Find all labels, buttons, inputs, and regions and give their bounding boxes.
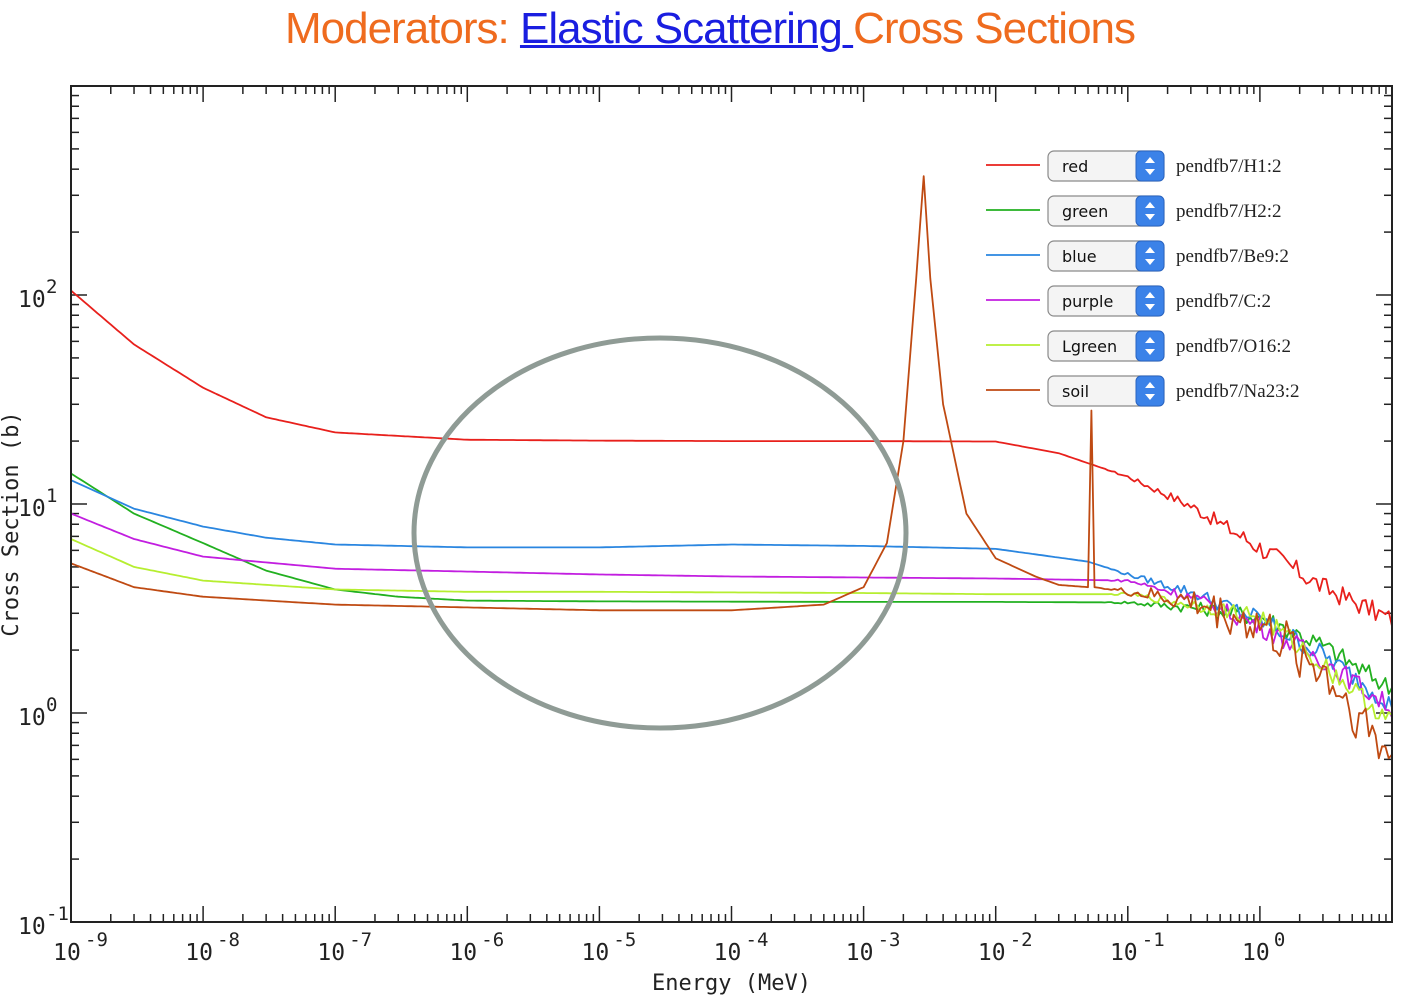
series-line-soil [70, 175, 1393, 760]
updown-arrow-icon [1145, 337, 1155, 355]
y-tick-base: 10 [18, 287, 46, 313]
series-line-green [70, 472, 1393, 695]
highlight-ellipse [411, 335, 909, 731]
legend-label: pendfb7/Be9:2 [1176, 246, 1289, 267]
x-tick-exponent: -4 [746, 929, 769, 951]
legend-item: green pendfb7/H2:2 [986, 195, 1282, 227]
x-tick-label: 10 -8 [185, 929, 240, 966]
color-select[interactable]: red [1047, 150, 1165, 182]
x-tick-label: 10 -6 [449, 929, 504, 966]
y-tick-base: 10 [18, 496, 46, 522]
updown-arrow-icon [1145, 202, 1155, 220]
title-part-moderators: Moderators: [284, 4, 520, 53]
x-tick-base: 10 [1242, 940, 1270, 966]
color-select-value: red [1062, 157, 1088, 176]
x-tick-label: 10 -7 [317, 929, 372, 966]
x-tick-exponent: -9 [85, 929, 108, 951]
x-tick-base: 10 [582, 940, 610, 966]
y-tick-exponent: 2 [46, 276, 57, 298]
x-tick-exponent: -1 [1142, 929, 1165, 951]
legend-item: Lgreen pendfb7/O16:2 [986, 330, 1291, 362]
updown-arrow-icon [1145, 382, 1155, 400]
color-select[interactable]: soil [1047, 375, 1165, 407]
legend-label: pendfb7/H1:2 [1176, 156, 1282, 177]
x-tick-base: 10 [978, 940, 1006, 966]
legend-label: pendfb7/C:2 [1176, 291, 1271, 312]
color-select-value: Lgreen [1062, 337, 1117, 356]
chart-title: Moderators: Elastic Scattering Cross Sec… [0, 4, 1420, 54]
y-tick-base: 10 [18, 914, 46, 940]
legend-item: blue pendfb7/Be9:2 [986, 240, 1289, 272]
x-tick-exponent: -5 [613, 929, 636, 951]
series-line-blue [70, 479, 1393, 711]
x-tick-base: 10 [317, 940, 345, 966]
updown-arrow-icon [1145, 247, 1155, 265]
legend-item: soil pendfb7/Na23:2 [986, 375, 1299, 407]
series-lines [70, 175, 1393, 760]
select-arrows-icon[interactable] [1135, 285, 1165, 317]
legend-item: red pendfb7/H1:2 [986, 150, 1282, 182]
series-line-red [70, 289, 1393, 627]
plot-frame [70, 85, 1393, 923]
updown-arrow-icon [1145, 292, 1155, 310]
legend-item: purple pendfb7/C:2 [986, 285, 1271, 317]
legend: red pendfb7/H1:2 green pendfb7/H2:2 blue pend… [986, 150, 1299, 407]
color-select-value: purple [1062, 292, 1113, 311]
y-tick-base: 10 [18, 705, 46, 731]
y-tick-exponent: -1 [46, 903, 69, 925]
x-tick-label: 10 -9 [53, 929, 108, 966]
y-axis-label: Cross Section (b) [0, 411, 24, 636]
select-arrows-icon[interactable] [1135, 330, 1165, 362]
x-tick-exponent: -7 [349, 929, 372, 951]
color-select[interactable]: blue [1047, 240, 1165, 272]
x-tick-exponent: 0 [1274, 929, 1285, 951]
x-tick-exponent: -8 [217, 929, 240, 951]
select-arrows-icon[interactable] [1135, 240, 1165, 272]
x-tick-label: 10 -2 [978, 929, 1033, 966]
y-tick-label: 10 0 [18, 694, 57, 731]
y-tick-label: 10 1 [18, 485, 57, 522]
y-tick-label: 10 -1 [18, 903, 69, 940]
x-tick-labels: 10 -9 10 -8 10 -7 10 -6 10 -5 10 -4 10 -3 10 -2 10 -1 10 0 [53, 929, 1285, 966]
series-line-purple [70, 512, 1393, 718]
color-select-value: blue [1062, 247, 1097, 266]
color-select[interactable]: green [1047, 195, 1165, 227]
x-tick-base: 10 [449, 940, 477, 966]
title-link-elastic-scattering[interactable]: Elastic Scattering [519, 4, 854, 53]
updown-arrow-icon [1145, 157, 1155, 175]
x-tick-label: 10 -3 [846, 929, 901, 966]
x-tick-exponent: -3 [878, 929, 901, 951]
x-tick-label: 10 -4 [714, 929, 769, 966]
x-tick-base: 10 [714, 940, 742, 966]
x-tick-label: 10 0 [1242, 929, 1285, 966]
x-tick-exponent: -2 [1010, 929, 1033, 951]
title-part-cross-sections: Cross Sections [853, 4, 1136, 53]
select-arrows-icon[interactable] [1135, 150, 1165, 182]
y-tick-exponent: 0 [46, 694, 57, 716]
select-arrows-icon[interactable] [1135, 375, 1165, 407]
color-select-value: green [1062, 202, 1108, 221]
x-axis-label: Energy (MeV) [652, 971, 811, 996]
select-arrows-icon[interactable] [1135, 195, 1165, 227]
legend-label: pendfb7/O16:2 [1176, 336, 1291, 357]
series-line-lgreen [70, 538, 1393, 721]
x-tick-label: 10 -5 [582, 929, 637, 966]
color-select-value: soil [1062, 382, 1089, 401]
color-select[interactable]: Lgreen [1047, 330, 1165, 362]
legend-label: pendfb7/H2:2 [1176, 201, 1282, 222]
x-tick-exponent: -6 [481, 929, 504, 951]
x-tick-base: 10 [846, 940, 874, 966]
axis-ticks [70, 86, 1392, 923]
x-tick-base: 10 [53, 940, 81, 966]
x-tick-base: 10 [185, 940, 213, 966]
legend-label: pendfb7/Na23:2 [1176, 381, 1299, 402]
x-tick-label: 10 -1 [1110, 929, 1165, 966]
y-tick-exponent: 1 [46, 485, 57, 507]
color-select[interactable]: purple [1047, 285, 1165, 317]
y-tick-label: 10 2 [18, 276, 57, 313]
x-tick-base: 10 [1110, 940, 1138, 966]
